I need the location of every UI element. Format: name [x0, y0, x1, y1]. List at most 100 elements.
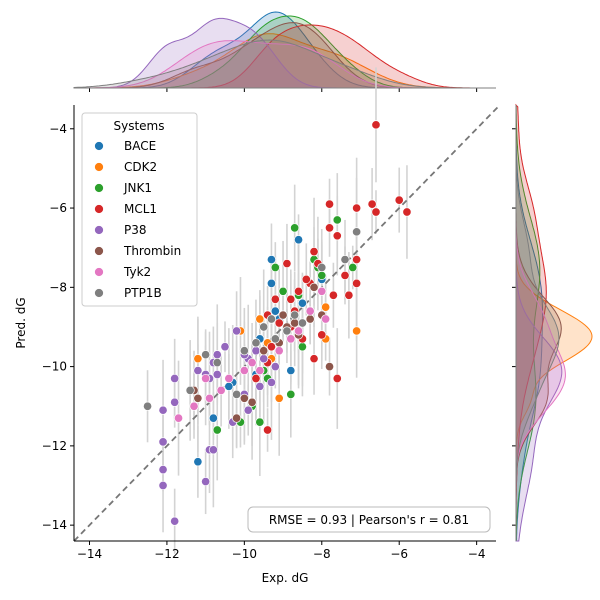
- point-p38: [212, 369, 222, 380]
- right-kde-ptp1b: [515, 105, 560, 541]
- legend-label-tyk2: Tyk2: [123, 265, 151, 279]
- point-thrombin: [290, 318, 300, 328]
- point-p38: [251, 346, 261, 356]
- right-kde-bace: [515, 105, 543, 542]
- data-points: [143, 120, 412, 526]
- point-thrombin: [309, 282, 319, 292]
- point-jnk1: [290, 223, 300, 233]
- point-bace: [224, 381, 234, 391]
- point-mcl1: [324, 223, 335, 233]
- legend-label-p38: P38: [124, 223, 147, 237]
- point-p38: [266, 377, 276, 388]
- legend-marker-cdk2: [94, 162, 104, 172]
- point-tyk2: [189, 401, 199, 411]
- point-mcl1: [263, 425, 273, 435]
- point-p38: [158, 405, 168, 415]
- point-ptp1b: [282, 326, 292, 336]
- point-bace: [270, 306, 280, 316]
- point-jnk1: [332, 215, 342, 225]
- point-bace: [266, 255, 276, 265]
- x-tick-label: −10: [232, 547, 257, 561]
- point-mcl1: [371, 207, 381, 217]
- legend-marker-ptp1b: [94, 288, 104, 298]
- legend-marker-p38: [94, 225, 104, 235]
- point-ptp1b: [317, 262, 327, 273]
- point-p38: [158, 465, 168, 475]
- point-thrombin: [305, 314, 315, 324]
- stats-annotation: RMSE = 0.93 | Pearson's r = 0.81: [247, 506, 491, 533]
- legend-frame: [81, 112, 198, 307]
- point-p38: [220, 342, 230, 352]
- point-bace: [297, 298, 307, 308]
- point-p38: [255, 381, 265, 391]
- point-tyk2: [305, 306, 315, 316]
- main-scatter-plot: −14 −12 −10 −8 −6 −4 −14 −12 −10 −8 −6 −4: [42, 67, 501, 561]
- point-tyk2: [317, 286, 327, 296]
- point-mcl1: [394, 195, 404, 205]
- point-p38: [243, 405, 253, 415]
- point-mcl1: [286, 294, 296, 304]
- point-ptp1b: [270, 334, 280, 344]
- stats-text: RMSE = 0.93 | Pearson's r = 0.81: [269, 513, 469, 527]
- point-bace: [266, 278, 276, 288]
- point-cdk2: [352, 326, 362, 336]
- y-tick-label: −14: [42, 518, 67, 532]
- point-tyk2: [204, 393, 215, 403]
- point-tyk2: [216, 385, 226, 395]
- point-tyk2: [239, 366, 249, 376]
- point-mcl1: [294, 286, 304, 296]
- legend-marker-jnk1: [94, 183, 104, 193]
- point-mcl1: [402, 207, 412, 217]
- point-ptp1b: [266, 314, 276, 324]
- stats-frame: [247, 506, 491, 533]
- point-cdk2: [274, 393, 284, 403]
- point-mcl1: [266, 342, 276, 352]
- point-mcl1: [332, 231, 342, 241]
- point-tyk2: [294, 326, 304, 336]
- point-p38: [212, 350, 222, 360]
- y-tick-label: −8: [49, 280, 67, 294]
- point-p38: [158, 437, 168, 447]
- point-mcl1: [317, 330, 327, 340]
- point-ptp1b: [185, 385, 195, 395]
- point-mcl1: [371, 120, 381, 130]
- legend-marker-mcl1: [94, 204, 104, 214]
- point-tyk2: [247, 358, 257, 368]
- point-ptp1b: [352, 227, 362, 237]
- point-p38: [170, 373, 180, 384]
- point-bace: [208, 413, 218, 423]
- legend-items: BACE CDK2 JNK1 MCL1 P38 Thrombin Tyk2 PTP1B: [94, 139, 181, 300]
- y-tick-label: −10: [42, 360, 67, 374]
- point-p38: [232, 326, 242, 336]
- point-mcl1: [352, 203, 362, 213]
- x-axis-label: Exp. dG: [262, 571, 309, 585]
- point-ptp1b: [232, 389, 242, 399]
- point-ptp1b: [340, 255, 350, 265]
- axes: −14 −12 −10 −8 −6 −4 −14 −12 −10 −8 −6 −4: [42, 105, 496, 561]
- y-tick-label: −4: [49, 122, 67, 136]
- legend-label-thrombin: Thrombin: [123, 244, 181, 258]
- point-tyk2: [201, 373, 211, 384]
- point-ptp1b: [251, 338, 261, 348]
- point-jnk1: [286, 389, 296, 399]
- point-mcl1: [352, 255, 362, 265]
- point-jnk1: [270, 262, 280, 273]
- top-marginal-kde: [73, 11, 496, 92]
- point-tyk2: [173, 413, 184, 423]
- legend-label-jnk1: JNK1: [123, 181, 152, 195]
- legend-label-cdk2: CDK2: [124, 160, 157, 174]
- y-tick-label: −6: [49, 201, 67, 215]
- point-p38: [259, 354, 269, 364]
- legend-label-ptp1b: PTP1B: [124, 286, 162, 300]
- point-p38: [158, 480, 168, 491]
- point-tyk2: [286, 334, 296, 344]
- point-thrombin: [278, 310, 288, 320]
- x-tick-label: −6: [390, 547, 408, 561]
- point-tyk2: [224, 373, 234, 384]
- point-mcl1: [324, 199, 335, 209]
- point-p38: [170, 516, 180, 526]
- legend-marker-bace: [94, 141, 104, 151]
- legend-label-mcl1: MCL1: [124, 202, 157, 216]
- point-p38: [193, 366, 203, 376]
